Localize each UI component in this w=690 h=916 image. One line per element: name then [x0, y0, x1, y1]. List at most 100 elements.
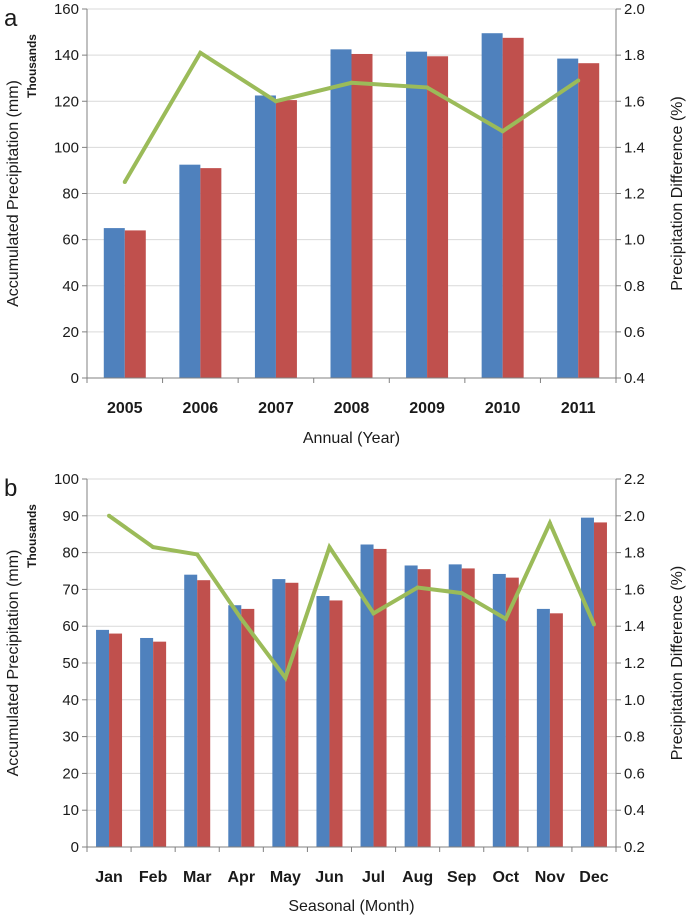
y-tick-label: 20	[62, 765, 79, 782]
x-axis-title: Seasonal (Month)	[288, 898, 414, 915]
bar-series-0	[316, 596, 330, 847]
bar-series-1	[373, 548, 387, 847]
y-tick-label: 30	[62, 729, 79, 746]
line-point	[415, 585, 420, 590]
y-tick-label: 40	[62, 278, 79, 295]
bar-series-1	[285, 582, 299, 847]
x-tick-label: Feb	[139, 869, 168, 886]
y2-tick-label: 0.4	[624, 370, 645, 387]
line-point	[425, 85, 430, 90]
x-tick-label: Sep	[447, 869, 477, 886]
bar-series-0	[360, 544, 374, 847]
panel-letter: a	[4, 5, 18, 32]
y2-tick-label: 0.6	[624, 765, 645, 782]
x-tick-label: Nov	[535, 869, 565, 886]
x-tick-label: Apr	[228, 869, 256, 886]
x-tick-label: Oct	[492, 869, 519, 886]
y-tick-label: 60	[62, 232, 79, 249]
line-point	[500, 129, 505, 134]
x-axis-title: Annual (Year)	[303, 430, 400, 447]
x-tick-label: Dec	[579, 869, 608, 886]
y-tick-label: 120	[54, 93, 79, 110]
y2-tick-label: 0.8	[624, 278, 645, 295]
bar-series-1	[197, 580, 211, 847]
bar-series-0	[96, 629, 110, 847]
y-tick-label: 40	[62, 692, 79, 709]
y-tick-label: 160	[54, 1, 79, 18]
x-tick-label: 2010	[485, 400, 521, 417]
y2-tick-label: 2.0	[624, 1, 645, 18]
y-tick-label: 60	[62, 618, 79, 635]
bar-series-0	[557, 58, 579, 378]
line-point	[195, 552, 200, 557]
bar-series-0	[184, 574, 198, 847]
x-tick-label: 2006	[183, 400, 219, 417]
x-tick-label: Jun	[315, 869, 343, 886]
y-tick-label: 100	[54, 139, 79, 156]
y2-tick-label: 1.6	[624, 581, 645, 598]
bar-series-0	[179, 164, 201, 378]
line-point	[591, 622, 596, 627]
line-series-2	[107, 514, 596, 682]
y2-tick-label: 2.0	[624, 508, 645, 525]
bar-series-0	[448, 564, 462, 847]
line-point	[547, 521, 552, 526]
y-axis-units: Thousands	[25, 34, 39, 98]
bar-series-0	[272, 579, 286, 847]
bar-series-1	[578, 63, 600, 379]
x-tick-label: Aug	[402, 869, 433, 886]
bar-series-0	[406, 51, 428, 379]
y-tick-label: 100	[54, 471, 79, 488]
y2-tick-label: 0.8	[624, 729, 645, 746]
y2-tick-label: 0.2	[624, 839, 645, 856]
bar-series-0	[404, 565, 418, 847]
bar-series-0	[103, 228, 125, 378]
y-tick-label: 0	[71, 370, 79, 387]
line-point	[122, 179, 127, 184]
y-tick-label: 90	[62, 508, 79, 525]
x-tick-label: Mar	[183, 869, 211, 886]
bar-series-0	[481, 33, 503, 378]
bar-series-1	[200, 168, 222, 378]
y2-tick-label: 1.2	[624, 655, 645, 672]
y-axis-units: Thousands	[25, 504, 39, 568]
x-tick-label: 2011	[561, 400, 596, 417]
y-axis-title: Accumulated Precipitation (mm)	[5, 80, 22, 307]
y2-axis-title: Precipitation Difference (%)	[669, 566, 686, 760]
bar-series-0	[228, 605, 242, 847]
bar-series-1	[275, 100, 297, 379]
y-tick-label: 50	[62, 655, 79, 672]
line-point	[576, 78, 581, 83]
line-point	[503, 616, 508, 621]
line-point	[349, 80, 354, 85]
y-tick-label: 80	[62, 545, 79, 562]
y2-axis-title: Precipitation Difference (%)	[669, 96, 686, 290]
bar-series-1	[549, 613, 563, 847]
y-tick-label: 80	[62, 186, 79, 203]
y2-tick-label: 0.4	[624, 802, 645, 819]
bar-series-1	[502, 37, 524, 378]
line-point	[239, 616, 244, 621]
line-point	[198, 50, 203, 55]
y2-tick-label: 1.0	[624, 692, 645, 709]
y2-tick-label: 1.8	[624, 47, 645, 64]
bar-series-1	[427, 56, 449, 378]
line-point	[273, 99, 278, 104]
y2-tick-label: 1.0	[624, 232, 645, 249]
y2-tick-label: 2.2	[624, 471, 645, 488]
bar-series-1	[109, 633, 123, 847]
y-tick-label: 0	[71, 839, 79, 856]
y2-tick-label: 0.6	[624, 324, 645, 341]
line-point	[283, 675, 288, 680]
y-tick-label: 70	[62, 581, 79, 598]
x-tick-label: Jan	[95, 869, 123, 886]
bar-series-1	[461, 568, 475, 847]
panel-letter: b	[4, 475, 17, 502]
y-axis-title: Accumulated Precipitation (mm)	[5, 550, 22, 777]
x-tick-label: 2008	[334, 400, 370, 417]
bar-series-1	[241, 608, 255, 847]
line-point	[371, 611, 376, 616]
x-tick-label: 2009	[409, 400, 445, 417]
y-tick-label: 140	[54, 47, 79, 64]
